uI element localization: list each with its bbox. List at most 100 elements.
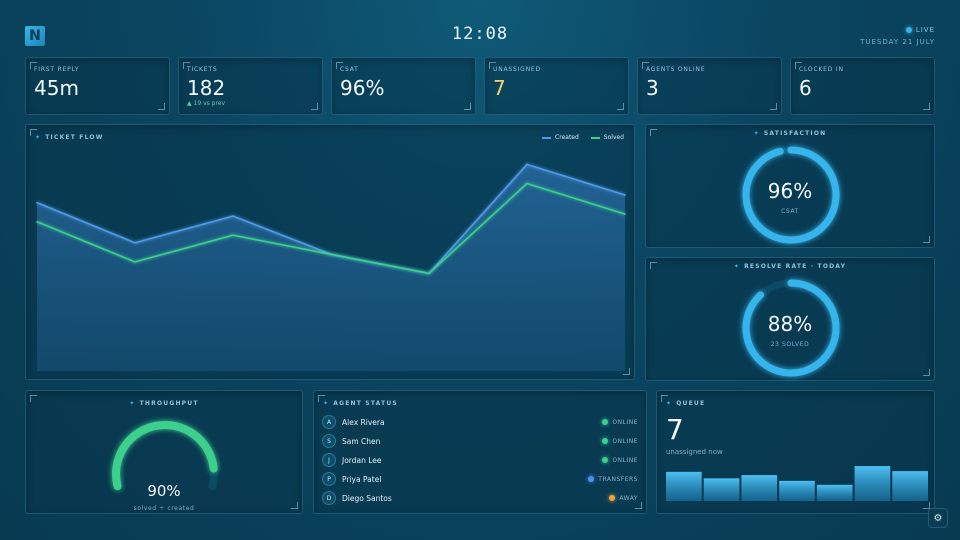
- status-label: ONLINE: [612, 456, 638, 464]
- throughput-gauge: [112, 421, 218, 491]
- resolve-rate-title-text: RESOLVE RATE · TODAY: [744, 263, 847, 270]
- status-dot-icon: [602, 438, 609, 444]
- satisfaction-panel: ✦ SATISFACTION 96% CSAT: [645, 124, 935, 248]
- data-point-created: [134, 242, 136, 244]
- ticket-flow-title-text: TICKET FLOW: [45, 134, 104, 141]
- satisfaction-title-text: SATISFACTION: [763, 130, 827, 137]
- queue-sub: unassigned now: [666, 448, 723, 456]
- queue-bar: [892, 471, 928, 501]
- agent-row[interactable]: P Priya Patel TRANSFERS: [322, 471, 638, 487]
- data-point-created: [36, 201, 38, 204]
- agent-status-title-text: AGENT STATUS: [333, 400, 398, 407]
- kpi-label: CLOCKED IN: [799, 66, 844, 73]
- kpi-agents-online: AGENTS ONLINE 3: [637, 57, 782, 115]
- logo-letter: N: [29, 28, 41, 44]
- legend-line-created: [542, 136, 552, 139]
- avatar: D: [322, 491, 336, 505]
- throughput-panel: ✦ THROUGHPUT 90% solved ÷ created: [25, 390, 303, 514]
- legend-line-solved: [590, 136, 600, 139]
- data-point-solved: [624, 213, 626, 215]
- live-indicator: LIVE TUESDAY 21 JULY: [860, 26, 935, 46]
- throughput-value: 90%: [147, 482, 181, 500]
- status-label: ONLINE: [612, 437, 638, 445]
- queue-value: 7: [666, 413, 684, 446]
- data-point-solved: [36, 220, 38, 223]
- queue-panel: ✦ QUEUE 7 unassigned now: [656, 390, 935, 514]
- star-icon: ✦: [35, 134, 42, 141]
- avatar: S: [322, 434, 336, 448]
- throughput-title: ✦ THROUGHPUT: [26, 400, 302, 407]
- agent-row[interactable]: A Alex Rivera ONLINE: [322, 414, 638, 430]
- kpi-first-reply: FIRST REPLY 45m: [25, 57, 170, 115]
- kpi-label: AGENTS ONLINE: [646, 66, 706, 73]
- kpi-csat: CSAT 96%: [331, 57, 476, 115]
- status-label: TRANSFERS: [598, 475, 638, 483]
- status-dot-icon: [602, 419, 609, 425]
- kpi-unassigned: UNASSIGNED 7: [484, 57, 629, 115]
- legend-created: Created: [542, 134, 579, 141]
- created-area: [37, 164, 625, 371]
- ticket-flow-panel: ✦ TICKET FLOW Created Solved: [25, 124, 635, 380]
- data-point-created: [526, 163, 528, 166]
- queue-title-text: QUEUE: [676, 400, 706, 407]
- status-label: AWAY: [619, 494, 638, 502]
- throughput-sub: solved ÷ created: [133, 505, 195, 512]
- kpi-tickets: TICKETS 182 ▲ 19 vs prev: [178, 57, 323, 115]
- agent-name: Jordan Lee: [342, 455, 382, 465]
- star-icon: ✦: [323, 400, 330, 407]
- clock: 12:08: [451, 24, 509, 44]
- kpi-value: 6: [799, 76, 812, 100]
- kpi-label: UNASSIGNED: [493, 66, 541, 73]
- queue-title: ✦ QUEUE: [666, 400, 705, 407]
- agent-status-title: ✦ AGENT STATUS: [323, 400, 398, 407]
- satisfaction-title: ✦ SATISFACTION: [646, 130, 934, 137]
- live-dot-icon: [905, 27, 912, 33]
- queue-bar: [816, 484, 853, 501]
- avatar: J: [322, 453, 336, 467]
- agent-name: Priya Patel: [342, 474, 382, 484]
- gauge-progress: [112, 421, 218, 491]
- agent-row[interactable]: J Jordan Lee ONLINE: [322, 452, 638, 468]
- star-icon: ✦: [129, 400, 136, 407]
- agent-status-badge: ONLINE: [602, 457, 638, 464]
- queue-bar: [741, 475, 778, 501]
- ticket-flow-title: ✦ TICKET FLOW: [35, 134, 104, 141]
- kpi-value: 3: [646, 76, 659, 100]
- resolve-rate-panel: ✦ RESOLVE RATE · TODAY 88% 23 SOLVED: [645, 257, 935, 381]
- star-icon: ✦: [753, 130, 760, 137]
- status-dot-icon: [609, 495, 616, 501]
- agent-status-badge: TRANSFERS: [588, 476, 638, 483]
- resolve-rate-value: 88%: [767, 312, 813, 336]
- status-dot-icon: [588, 476, 595, 482]
- agent-row[interactable]: D Diego Santos AWAY: [322, 490, 638, 506]
- throughput-title-text: THROUGHPUT: [139, 400, 199, 407]
- agent-name: Alex Rivera: [342, 417, 385, 427]
- kpi-trend: ▲ 19 vs prev: [187, 100, 226, 107]
- legend-solved-label: Solved: [603, 134, 624, 141]
- agent-row[interactable]: S Sam Chen ONLINE: [322, 433, 638, 449]
- ring-progress: [742, 146, 840, 244]
- data-point-created: [624, 194, 626, 196]
- data-point-solved: [330, 253, 332, 256]
- agent-status-badge: ONLINE: [602, 419, 638, 426]
- data-point-solved: [232, 234, 234, 236]
- status-dot-icon: [602, 457, 609, 463]
- kpi-value: 45m: [34, 76, 79, 100]
- legend-solved: Solved: [590, 134, 624, 141]
- settings-gear-icon[interactable]: ⚙: [928, 508, 948, 528]
- chart-legend: Created Solved: [542, 134, 624, 141]
- satisfaction-sub: CSAT: [781, 208, 799, 215]
- date-label: TUESDAY 21 JULY: [860, 38, 935, 46]
- kpi-clocked-in: CLOCKED IN 6: [790, 57, 935, 115]
- queue-bar: [666, 471, 702, 501]
- queue-bar: [703, 478, 740, 501]
- data-point-solved: [526, 182, 528, 185]
- queue-bar-chart: [666, 466, 928, 501]
- agent-status-panel: ✦ AGENT STATUS A Alex Rivera ONLINE S Sam Che…: [313, 390, 647, 514]
- legend-created-label: Created: [555, 134, 579, 141]
- kpi-label: TICKETS: [187, 66, 218, 73]
- kpi-value: 182: [187, 76, 226, 100]
- queue-bar: [779, 480, 815, 501]
- avatar: P: [322, 472, 336, 486]
- brand-logo: N: [25, 26, 45, 46]
